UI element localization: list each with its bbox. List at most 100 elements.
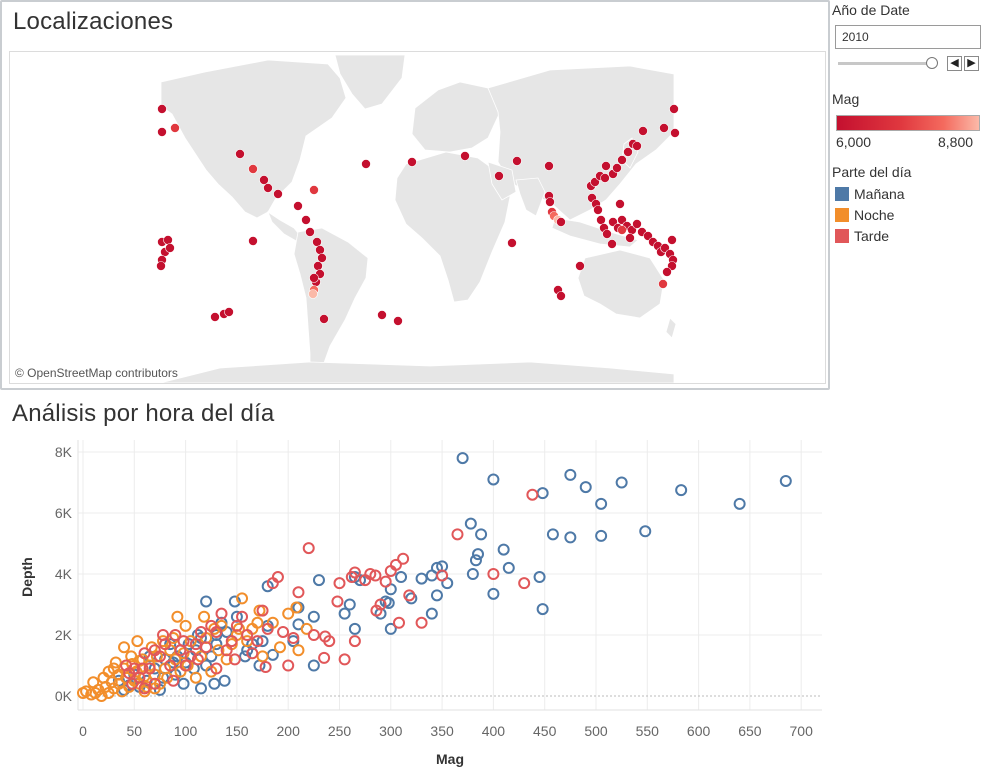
- scatter-point[interactable]: [430, 589, 443, 602]
- earthquake-marker[interactable]: [165, 243, 175, 253]
- scatter-point[interactable]: [212, 644, 225, 657]
- scatter-point[interactable]: [292, 586, 305, 599]
- scatter-point[interactable]: [184, 650, 197, 663]
- earthquake-marker[interactable]: [248, 236, 258, 246]
- scatter-point[interactable]: [148, 644, 161, 657]
- earthquake-marker[interactable]: [309, 273, 319, 283]
- scatter-point[interactable]: [251, 616, 264, 629]
- scatter-point[interactable]: [126, 677, 139, 690]
- earthquake-marker[interactable]: [301, 215, 311, 225]
- earthquake-marker[interactable]: [669, 104, 679, 114]
- scatter-point[interactable]: [120, 659, 133, 672]
- scatter-point[interactable]: [595, 497, 608, 510]
- scatter-point[interactable]: [395, 571, 408, 584]
- scatter-point[interactable]: [89, 686, 102, 699]
- scatter-point[interactable]: [236, 592, 249, 605]
- scatter-point[interactable]: [109, 656, 122, 669]
- scatter-point[interactable]: [403, 589, 416, 602]
- scatter-point[interactable]: [208, 622, 221, 635]
- scatter-point[interactable]: [469, 554, 482, 567]
- year-next-button[interactable]: ▶: [964, 56, 979, 71]
- scatter-point[interactable]: [131, 635, 144, 648]
- scatter-point[interactable]: [287, 632, 300, 645]
- scatter-point[interactable]: [307, 659, 320, 672]
- scatter-point[interactable]: [536, 603, 549, 616]
- scatter-point[interactable]: [145, 641, 158, 654]
- scatter-point[interactable]: [733, 497, 746, 510]
- earthquake-marker[interactable]: [293, 201, 303, 211]
- scatter-point[interactable]: [148, 677, 161, 690]
- earthquake-marker[interactable]: [632, 219, 642, 229]
- scatter-plot[interactable]: 0 50 100 150 200 250 300 350 400 450 500 550 600 650 7…: [0, 440, 830, 781]
- earthquake-marker[interactable]: [157, 104, 167, 114]
- scatter-point[interactable]: [456, 452, 469, 465]
- earthquake-marker[interactable]: [163, 235, 173, 245]
- earthquake-marker[interactable]: [317, 253, 327, 263]
- scatter-point[interactable]: [161, 671, 174, 684]
- scatter-point[interactable]: [292, 644, 305, 657]
- scatter-point[interactable]: [497, 543, 510, 556]
- earthquake-marker[interactable]: [210, 312, 220, 322]
- scatter-point[interactable]: [179, 619, 192, 632]
- scatter-point[interactable]: [232, 622, 245, 635]
- scatter-point[interactable]: [384, 564, 397, 577]
- scatter-point[interactable]: [261, 622, 274, 635]
- earthquake-marker[interactable]: [615, 199, 625, 209]
- scatter-point[interactable]: [167, 674, 180, 687]
- scatter-point[interactable]: [123, 667, 136, 680]
- scatter-point[interactable]: [210, 662, 223, 675]
- scatter-point[interactable]: [379, 575, 392, 588]
- scatter-point[interactable]: [487, 587, 500, 600]
- scatter-point[interactable]: [105, 676, 118, 689]
- scatter-point[interactable]: [167, 632, 180, 645]
- scatter-point[interactable]: [307, 629, 320, 641]
- earthquake-marker[interactable]: [507, 238, 517, 248]
- scatter-point[interactable]: [177, 647, 190, 660]
- scatter-point[interactable]: [436, 569, 449, 582]
- scatter-point[interactable]: [256, 604, 269, 617]
- scatter-point[interactable]: [241, 629, 254, 641]
- scatter-point[interactable]: [230, 619, 243, 632]
- scatter-point[interactable]: [579, 481, 592, 494]
- scatter-point[interactable]: [239, 650, 252, 663]
- scatter-point[interactable]: [397, 552, 410, 565]
- scatter-point[interactable]: [393, 616, 406, 629]
- earthquake-marker[interactable]: [170, 123, 180, 133]
- scatter-point[interactable]: [220, 644, 233, 657]
- earthquake-marker[interactable]: [235, 149, 245, 159]
- scatter-point[interactable]: [502, 561, 515, 574]
- scatter-point[interactable]: [639, 525, 652, 538]
- earthquake-marker[interactable]: [273, 189, 283, 199]
- earthquake-marker[interactable]: [315, 245, 325, 255]
- scatter-point[interactable]: [157, 629, 170, 641]
- scatter-point[interactable]: [348, 622, 361, 635]
- scatter-point[interactable]: [343, 598, 356, 611]
- earthquake-marker[interactable]: [623, 147, 633, 157]
- scatter-point[interactable]: [359, 574, 372, 587]
- earthquake-marker[interactable]: [156, 261, 166, 271]
- earthquake-marker[interactable]: [607, 239, 617, 249]
- earthquake-marker[interactable]: [596, 215, 606, 225]
- scatter-point[interactable]: [191, 653, 204, 666]
- scatter-point[interactable]: [266, 577, 279, 590]
- earthquake-marker[interactable]: [670, 128, 680, 138]
- scatter-point[interactable]: [259, 661, 272, 674]
- earthquake-marker[interactable]: [662, 267, 672, 277]
- scatter-point[interactable]: [194, 682, 207, 695]
- scatter-point[interactable]: [464, 517, 477, 530]
- scatter-point[interactable]: [246, 647, 259, 660]
- scatter-point[interactable]: [564, 531, 577, 544]
- scatter-point[interactable]: [382, 596, 395, 609]
- earthquake-marker[interactable]: [556, 217, 566, 227]
- scatter-point[interactable]: [533, 571, 546, 584]
- scatter-point[interactable]: [200, 595, 213, 608]
- earthquake-marker[interactable]: [224, 307, 234, 317]
- scatter-point[interactable]: [384, 622, 397, 635]
- earthquake-marker[interactable]: [512, 156, 522, 166]
- scatter-point[interactable]: [615, 476, 628, 489]
- scatter-point[interactable]: [475, 528, 488, 541]
- earthquake-marker[interactable]: [638, 126, 648, 136]
- scatter-point[interactable]: [369, 569, 382, 582]
- earthquake-marker[interactable]: [460, 151, 470, 161]
- earthquake-marker[interactable]: [248, 164, 258, 174]
